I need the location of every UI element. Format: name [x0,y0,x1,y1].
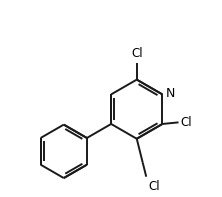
Text: Cl: Cl [148,180,160,193]
Text: Cl: Cl [181,116,192,129]
Text: N: N [166,87,175,100]
Text: Cl: Cl [131,47,143,60]
